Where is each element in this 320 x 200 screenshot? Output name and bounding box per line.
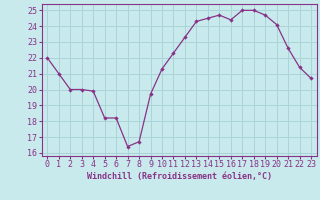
- X-axis label: Windchill (Refroidissement éolien,°C): Windchill (Refroidissement éolien,°C): [87, 172, 272, 181]
